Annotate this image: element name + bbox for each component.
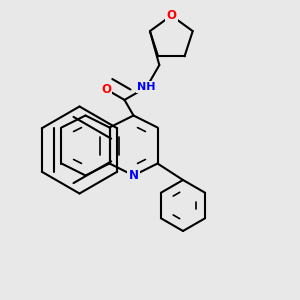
Text: NH: NH xyxy=(137,82,156,92)
Text: O: O xyxy=(101,83,111,96)
Text: N: N xyxy=(128,169,139,182)
Text: O: O xyxy=(166,9,176,22)
